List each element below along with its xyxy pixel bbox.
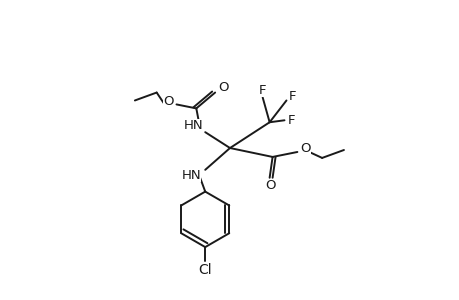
Text: F: F (288, 90, 296, 103)
Text: Cl: Cl (198, 263, 212, 277)
Text: O: O (299, 142, 310, 154)
Text: HN: HN (181, 169, 201, 182)
Text: O: O (218, 81, 228, 94)
Text: O: O (265, 179, 275, 192)
Text: F: F (258, 84, 266, 97)
Text: O: O (163, 95, 174, 108)
Text: HN: HN (183, 119, 203, 132)
Text: F: F (287, 114, 295, 127)
